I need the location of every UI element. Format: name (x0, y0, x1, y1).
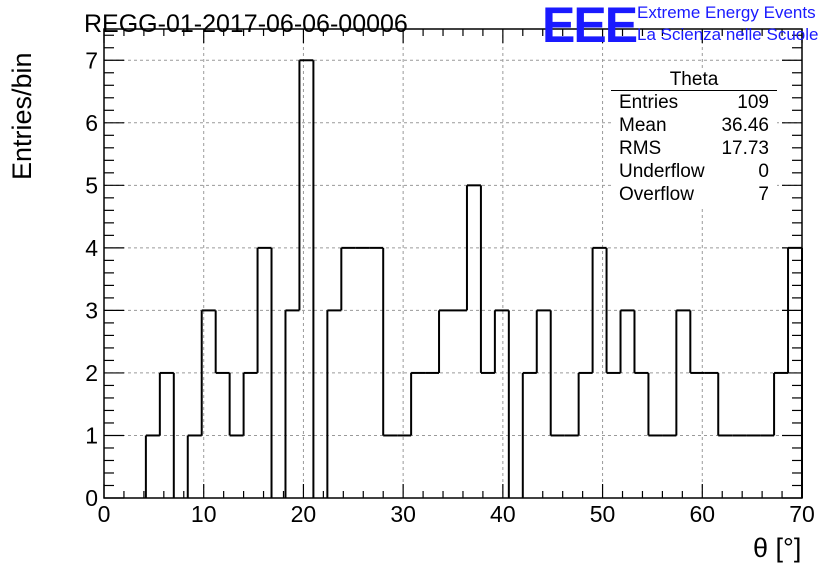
histogram-bar (438, 309, 453, 373)
stats-value: 0 (758, 161, 769, 182)
stats-label: Overflow (619, 184, 694, 205)
x-tick-label: 60 (689, 501, 715, 527)
histogram-bar (326, 309, 342, 498)
plot-title: REGG-01-2017-06-06-00006 (84, 10, 408, 38)
y-tick-label: 5 (85, 172, 98, 198)
y-tick-label: 3 (85, 297, 98, 323)
stats-row-overflow: Overflow 7 (611, 183, 777, 206)
histogram-bar (410, 371, 426, 436)
histogram-bar (479, 185, 495, 374)
stats-label: Mean (619, 115, 667, 136)
histogram-bar (493, 309, 509, 373)
histogram-bar (633, 310, 649, 374)
stats-row-entries: Entries 109 (611, 91, 777, 114)
histogram-bar (521, 371, 537, 498)
histogram-bar (549, 310, 565, 437)
stats-row-underflow: Underflow 0 (611, 160, 777, 183)
stats-label: Entries (619, 92, 679, 113)
stats-title: Theta (611, 70, 777, 91)
stats-value: 17.73 (721, 138, 769, 159)
histogram-bar (689, 310, 705, 374)
y-tick-label: 1 (85, 422, 98, 448)
histogram-bar (200, 309, 216, 436)
histogram-bar (465, 184, 481, 311)
histogram-bar (619, 309, 635, 373)
stats-row-mean: Mean 36.46 (611, 114, 777, 137)
histogram-bar (605, 247, 621, 374)
histogram-bar (228, 372, 244, 437)
y-tick-label: 2 (85, 360, 98, 386)
x-tick-label: 20 (291, 501, 317, 527)
x-tick-label: 30 (390, 501, 416, 527)
histogram-bar (535, 309, 551, 373)
histogram-bar (144, 434, 160, 498)
histogram-bar (158, 371, 174, 436)
histogram-bar (382, 247, 398, 437)
x-tick-label: 70 (789, 501, 815, 527)
org-name-line1: Extreme Energy Events (637, 3, 816, 22)
histogram-bar (242, 371, 258, 436)
stats-value: 7 (758, 184, 769, 205)
histogram-bar (284, 309, 300, 498)
x-axis-label: θ [°] (753, 533, 802, 563)
histogram-bar (340, 246, 356, 311)
axes (103, 28, 803, 499)
x-tick-label: 0 (98, 501, 111, 527)
org-name-line2: La Scienza nelle Scuole (637, 25, 819, 44)
x-tick-label: 10 (191, 501, 217, 527)
stats-box: Theta Entries 109 Mean 36.46 RMS 17.73 U… (611, 70, 777, 206)
y-tick-label: 0 (85, 485, 98, 511)
histogram-bar (186, 434, 202, 498)
x-tick-label: 50 (590, 501, 616, 527)
y-tick-label: 4 (85, 235, 98, 261)
stats-label: Underflow (619, 161, 705, 182)
histogram-bar (675, 309, 691, 436)
histogram-bar (773, 371, 789, 436)
y-axis-label: Entries/bin (7, 52, 37, 180)
stats-label: RMS (619, 138, 662, 159)
histogram-bar (717, 372, 733, 437)
plot-frame (103, 28, 803, 499)
stats-value: 109 (737, 92, 769, 113)
histogram-bar (256, 246, 272, 373)
histogram-bar (298, 59, 314, 311)
histogram-bar (591, 246, 607, 373)
y-tick-label: 7 (85, 47, 98, 73)
histogram-bar (214, 310, 230, 374)
stats-value: 36.46 (721, 115, 769, 136)
tick-marks (103, 29, 803, 499)
y-tick-label: 6 (85, 110, 98, 136)
x-tick-label: 40 (490, 501, 516, 527)
eee-logo: EEE (542, 0, 638, 53)
histogram-bars (144, 59, 803, 498)
histogram-bar (647, 372, 663, 437)
histogram-bar (577, 371, 593, 436)
stats-row-rms: RMS 17.73 (611, 137, 777, 160)
